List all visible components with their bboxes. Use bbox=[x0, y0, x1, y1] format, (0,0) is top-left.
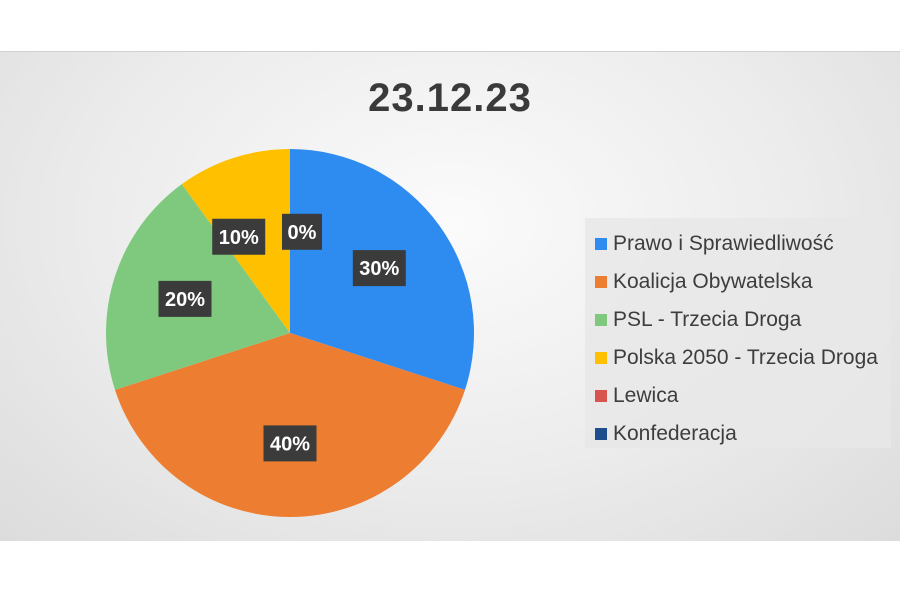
legend-swatch bbox=[595, 352, 607, 364]
legend-item-lewica: Lewica bbox=[595, 377, 891, 415]
legend-swatch bbox=[595, 390, 607, 402]
legend-label: Konfederacja bbox=[613, 422, 737, 445]
legend-label: Prawo i Sprawiedliwość bbox=[613, 232, 834, 255]
data-label-text: 10% bbox=[219, 227, 259, 249]
legend-label: Lewica bbox=[613, 384, 679, 407]
data-label-box bbox=[282, 213, 322, 250]
data-label-text: 40% bbox=[270, 433, 310, 455]
data-label-box bbox=[212, 218, 266, 255]
data-label-box bbox=[263, 425, 317, 462]
legend-swatch bbox=[595, 238, 607, 250]
pie-slice-2 bbox=[115, 333, 465, 517]
data-label-text: 30% bbox=[359, 258, 399, 280]
legend-item-polska2050: Polska 2050 - Trzecia Droga bbox=[595, 339, 891, 377]
data-label-1: 30% bbox=[352, 250, 406, 287]
data-label-3: 20% bbox=[158, 280, 212, 317]
data-label-2: 40% bbox=[263, 425, 317, 462]
legend-label: Koalicja Obywatelska bbox=[613, 270, 813, 293]
legend-swatch bbox=[595, 276, 607, 288]
legend-swatch bbox=[595, 314, 607, 326]
legend-item-pis: Prawo i Sprawiedliwość bbox=[595, 225, 891, 263]
legend-item-psl: PSL - Trzecia Droga bbox=[595, 301, 891, 339]
data-label-box bbox=[352, 250, 406, 287]
chart-title: 23.12.23 bbox=[368, 76, 532, 120]
legend-label: Polska 2050 - Trzecia Droga bbox=[613, 346, 878, 369]
data-label-5: 0% bbox=[282, 213, 322, 250]
legend-item-ko: Koalicja Obywatelska bbox=[595, 263, 891, 301]
legend-item-konfederacja: Konfederacja bbox=[595, 415, 891, 453]
chart-legend: Prawo i Sprawiedliwość Koalicja Obywatel… bbox=[585, 218, 891, 448]
data-label-text: 0% bbox=[288, 222, 317, 244]
data-label-box bbox=[158, 280, 212, 317]
data-label-text: 20% bbox=[165, 289, 205, 311]
legend-label: PSL - Trzecia Droga bbox=[613, 308, 802, 331]
legend-swatch bbox=[595, 428, 607, 440]
data-label-4: 10% bbox=[212, 218, 266, 255]
